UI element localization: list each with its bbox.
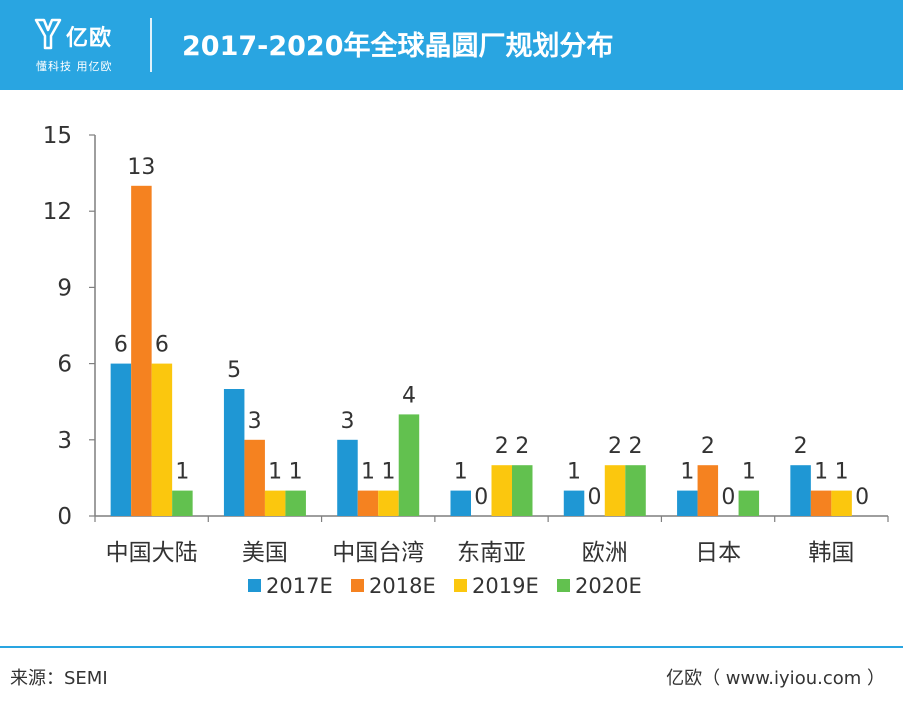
data-label: 2 (495, 434, 509, 459)
data-label: 3 (248, 409, 262, 434)
data-label: 1 (289, 460, 303, 485)
y-tick-label: 12 (43, 199, 72, 225)
logo-slogan: 懂科技 用亿欧 (36, 60, 113, 73)
bar-2018E (357, 490, 379, 516)
y-tick-label: 9 (57, 275, 72, 301)
legend-label: 2019E (472, 574, 539, 598)
data-label: 0 (721, 485, 735, 510)
y-tick-label: 15 (43, 123, 72, 149)
bar-2019E (491, 465, 512, 516)
bar-2017E (563, 490, 585, 516)
data-label: 1 (175, 460, 189, 485)
bar-2017E (223, 389, 245, 516)
data-label: 1 (835, 460, 849, 485)
y-tick-label: 6 (57, 352, 72, 378)
legend-swatch-2018E (351, 579, 364, 592)
bar-2017E (790, 465, 811, 516)
data-label: 6 (114, 333, 128, 358)
category-label: 日本 (695, 540, 741, 566)
bar-2020E (512, 465, 533, 516)
bar-2018E (131, 185, 152, 517)
footer-divider (0, 646, 903, 648)
bar-2019E (151, 363, 173, 516)
bar-2018E (697, 465, 719, 516)
data-label: 2 (629, 434, 643, 459)
category-label: 美国 (242, 540, 288, 566)
legend-swatch-2019E (454, 579, 467, 592)
data-label: 2 (794, 434, 808, 459)
bar-2019E (604, 465, 626, 516)
brand-logo[interactable]: 亿欧 懂科技 用亿欧 (14, 14, 144, 78)
bar-2017E (337, 439, 358, 516)
logo-mark-icon (34, 18, 62, 50)
bar-2018E (810, 490, 832, 516)
credit-link[interactable]: 亿欧（ www.iyiou.com ） (666, 668, 885, 689)
legend-swatch-2020E (557, 579, 570, 592)
category-label: 欧洲 (582, 540, 628, 566)
logo-name: 亿欧 (66, 26, 113, 51)
data-label: 1 (381, 460, 395, 485)
page-title: 2017-2020年全球晶圆厂规划分布 (182, 31, 614, 62)
data-label: 13 (127, 155, 155, 180)
header-banner: 亿欧 懂科技 用亿欧 2017-2020年全球晶圆厂规划分布 (0, 0, 903, 90)
bar-2020E (738, 490, 760, 516)
data-label: 2 (701, 434, 715, 459)
data-label: 2 (515, 434, 529, 459)
category-label: 中国大陆 (106, 540, 198, 566)
category-label: 中国台湾 (332, 540, 424, 566)
legend-swatch-2017E (248, 579, 261, 592)
data-label: 4 (402, 383, 416, 408)
data-label: 1 (454, 460, 468, 485)
bar-2019E (831, 490, 852, 516)
bar-2020E (285, 490, 306, 516)
y-tick-label: 0 (57, 504, 72, 530)
data-label: 3 (340, 409, 354, 434)
bar-2020E (398, 414, 420, 516)
data-label: 0 (855, 485, 869, 510)
source-note: 来源：SEMI (10, 668, 108, 689)
bar-2017E (450, 490, 471, 516)
data-label: 1 (361, 460, 375, 485)
bar-2017E (677, 490, 698, 516)
data-label: 0 (588, 485, 602, 510)
bar-2019E (264, 490, 286, 516)
data-label: 1 (268, 460, 282, 485)
header-divider (150, 18, 152, 72)
data-label: 1 (567, 460, 581, 485)
category-label: 东南亚 (457, 540, 526, 566)
data-label: 1 (814, 460, 828, 485)
bar-2018E (244, 439, 265, 516)
category-label: 韩国 (808, 540, 854, 566)
legend-label: 2018E (369, 574, 436, 598)
bar-2019E (378, 490, 399, 516)
data-label: 6 (155, 333, 169, 358)
bar-2020E (625, 465, 646, 516)
data-label: 2 (608, 434, 622, 459)
data-label: 5 (227, 358, 241, 383)
data-label: 1 (742, 460, 756, 485)
data-label: 1 (680, 460, 694, 485)
legend-label: 2020E (575, 574, 642, 598)
legend-label: 2017E (266, 574, 333, 598)
bar-2020E (172, 490, 193, 516)
bar-2017E (110, 363, 132, 516)
data-label: 0 (474, 485, 488, 510)
y-tick-label: 3 (57, 428, 72, 454)
